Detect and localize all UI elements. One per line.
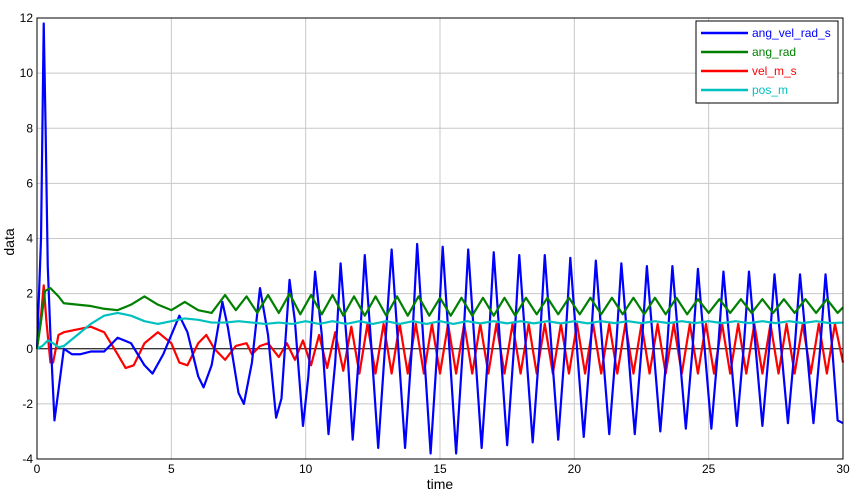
x-tick-labels: 0 5 10 15 20 25 30 <box>34 462 850 476</box>
x-tick-label: 30 <box>836 462 850 476</box>
plot-area-border <box>36 17 844 460</box>
y-tick-label: 2 <box>26 287 33 301</box>
legend-label: pos_m <box>752 83 788 97</box>
y-tick-label: 0 <box>26 342 33 356</box>
x-tick-label: 5 <box>168 462 175 476</box>
y-tick-label: 8 <box>26 121 33 135</box>
y-axis-label: data <box>1 228 17 255</box>
legend-label: ang_rad <box>752 45 796 59</box>
x-tick-label: 20 <box>568 462 582 476</box>
legend-label: vel_m_s <box>752 64 797 78</box>
series-line-ang-rad <box>35 287 844 349</box>
series-line-pos-m <box>36 311 844 350</box>
y-tick-label: -2 <box>22 397 33 411</box>
x-tick-label: 0 <box>34 462 41 476</box>
y-tick-label: 10 <box>20 66 34 80</box>
series-line-ang-vel-rad-s <box>35 22 844 455</box>
legend: ang_vel_rad_s ang_rad vel_m_s pos_m <box>695 20 839 104</box>
legend-label: ang_vel_rad_s <box>752 26 831 40</box>
x-tick-label: 25 <box>702 462 716 476</box>
x-tick-label: 15 <box>433 462 447 476</box>
x-axis-label: time <box>427 476 454 492</box>
x-tick-label: 10 <box>299 462 313 476</box>
y-tick-labels: -4 -2 0 2 4 6 8 10 12 <box>20 11 34 466</box>
y-tick-label: 12 <box>20 11 34 25</box>
y-tick-label: 6 <box>26 176 33 190</box>
legend-items: ang_vel_rad_s ang_rad vel_m_s pos_m <box>701 26 831 97</box>
series-layer <box>35 22 845 455</box>
y-tick-label: 4 <box>26 232 33 246</box>
y-tick-label: -4 <box>22 452 33 466</box>
